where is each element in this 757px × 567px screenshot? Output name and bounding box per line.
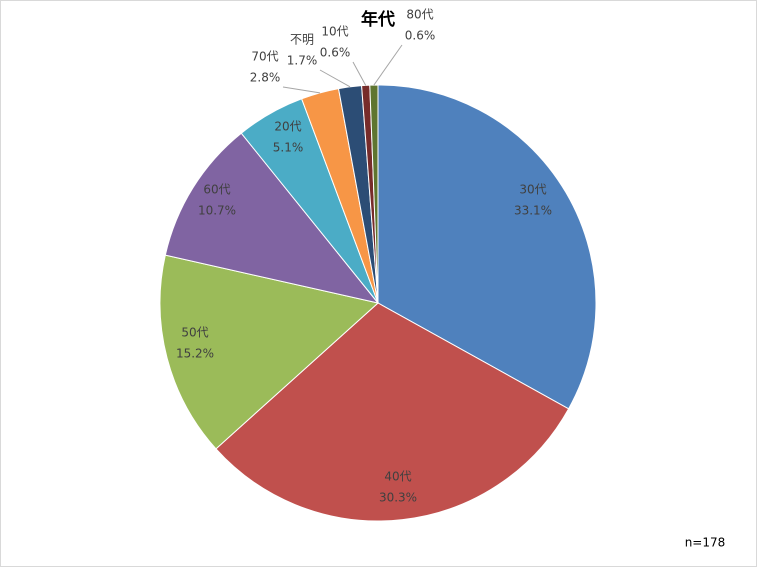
slice-label: 不明 <box>290 33 314 47</box>
leader-line <box>373 44 403 86</box>
value-label: 30.3% <box>379 491 417 505</box>
value-label: 5.1% <box>273 141 304 155</box>
value-label: 1.7% <box>287 54 318 68</box>
value-label: 15.2% <box>176 347 214 361</box>
slice-label: 40代 <box>384 470 411 484</box>
pie-slice <box>215 302 570 522</box>
slice-label: 80代 <box>406 8 433 22</box>
slice-label: 30代 <box>519 183 546 197</box>
value-label: 10.7% <box>198 204 236 218</box>
slice-label: 10代 <box>321 25 348 39</box>
value-label: 33.1% <box>514 204 552 218</box>
value-label: 0.6% <box>405 29 436 43</box>
value-label: 0.6% <box>320 46 351 60</box>
leader-line <box>282 86 320 94</box>
note: n=178 <box>685 536 726 550</box>
slice-label: 50代 <box>181 326 208 340</box>
slice-label: 70代 <box>251 50 278 64</box>
pie-slice <box>164 132 380 304</box>
leader-line <box>319 69 351 88</box>
chart-title: 年代 <box>361 9 395 30</box>
pie-slice <box>159 254 380 450</box>
slice-label: 20代 <box>274 120 301 134</box>
leader-line <box>352 61 367 86</box>
slice-label: 60代 <box>203 183 230 197</box>
value-label: 2.8% <box>250 71 281 85</box>
pie-slice <box>377 84 597 410</box>
